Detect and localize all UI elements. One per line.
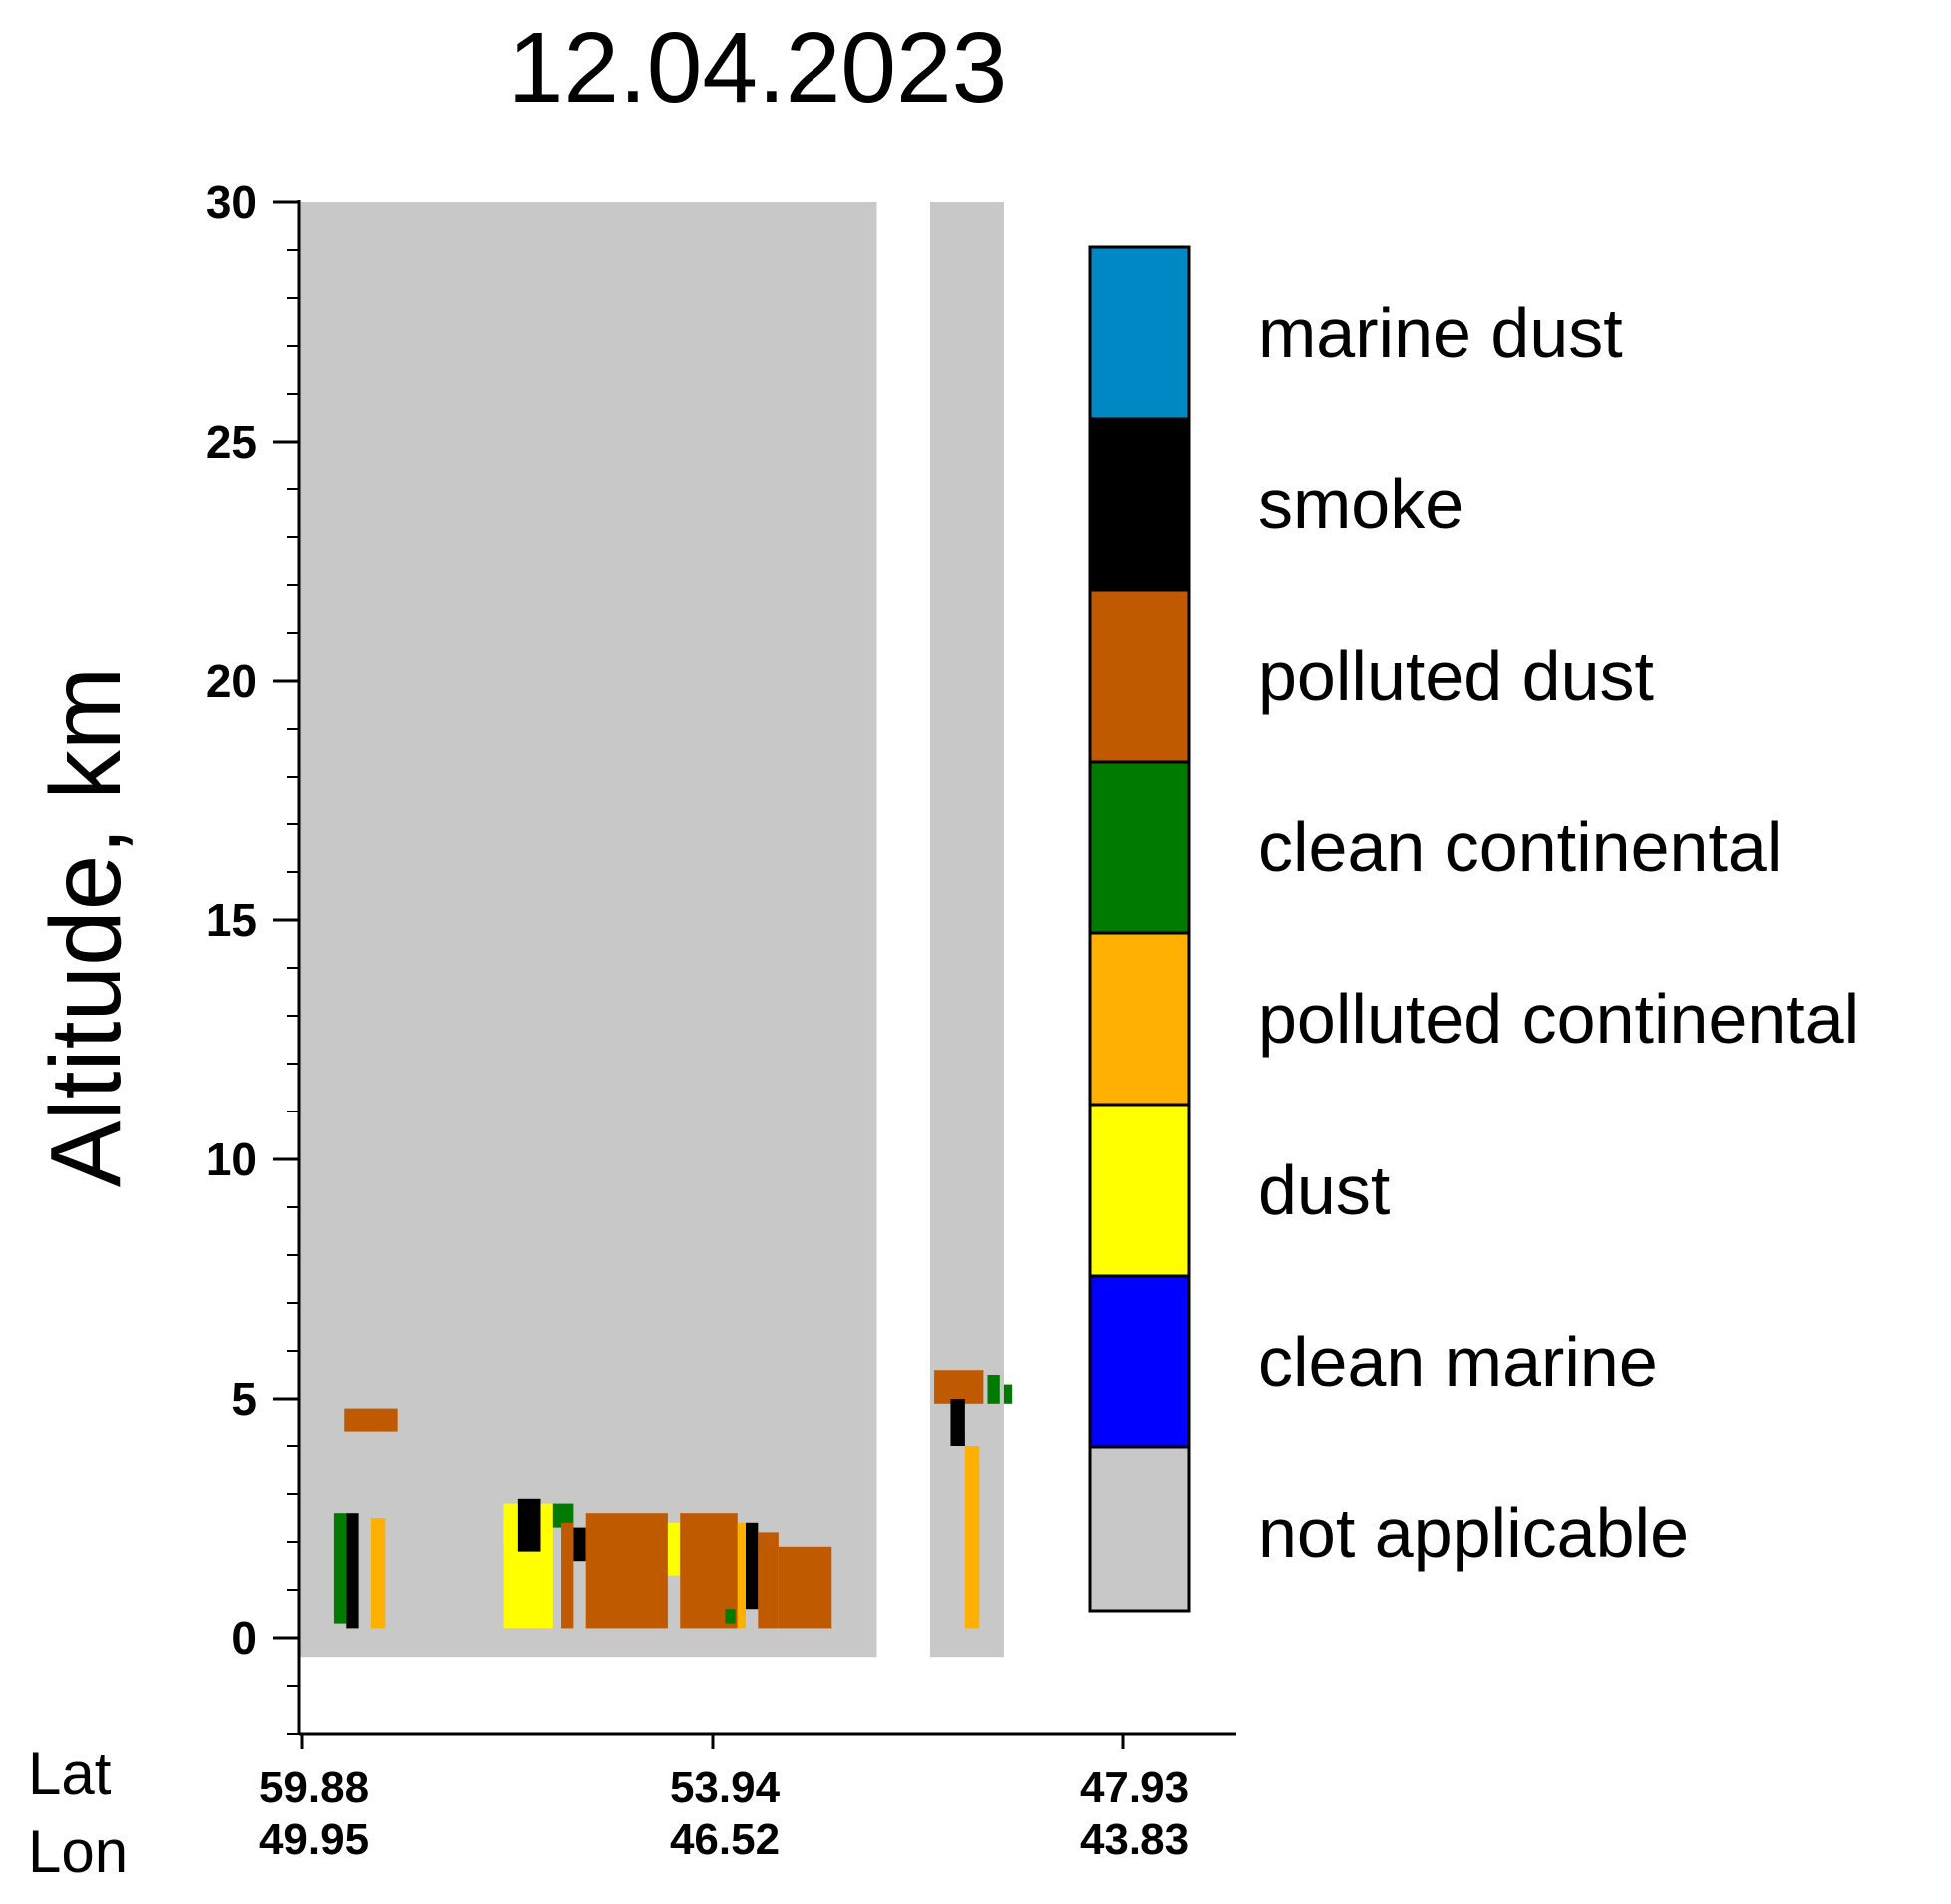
chart-title: 12.04.2023 bbox=[508, 12, 1008, 124]
x-tick-label-lon: 43.83 bbox=[1080, 1815, 1189, 1864]
plot-background bbox=[299, 202, 1004, 1658]
legend-label: clean marine bbox=[1258, 1323, 1658, 1401]
layer-clean-continental bbox=[333, 1513, 347, 1624]
layer-polluted-dust bbox=[758, 1532, 779, 1629]
legend-swatch bbox=[1088, 1274, 1191, 1449]
layer-smoke bbox=[950, 1399, 965, 1446]
legend-swatch bbox=[1088, 1445, 1191, 1613]
legend-swatch bbox=[1088, 588, 1191, 764]
y-tick-label: 20 bbox=[206, 655, 257, 707]
y-tick-label: 0 bbox=[231, 1612, 257, 1664]
layer-polluted-dust bbox=[934, 1370, 984, 1404]
legend-label: dust bbox=[1258, 1151, 1390, 1229]
legend-label: polluted continental bbox=[1258, 980, 1859, 1058]
y-tick-label: 5 bbox=[231, 1373, 257, 1425]
legend: marine dust smoke polluted dust clean conti… bbox=[1088, 245, 1859, 1613]
y-tick-label: 10 bbox=[206, 1133, 257, 1185]
legend-swatch bbox=[1088, 417, 1191, 592]
layer-polluted-continental bbox=[737, 1522, 746, 1629]
layer-smoke bbox=[517, 1498, 541, 1552]
layer-clean-continental bbox=[725, 1609, 736, 1624]
x-tick-label-lat: 53.94 bbox=[670, 1763, 781, 1812]
legend-swatch bbox=[1088, 760, 1191, 935]
y-tick-label: 30 bbox=[206, 176, 257, 228]
layer-dust bbox=[667, 1522, 681, 1576]
y-tick-label: 15 bbox=[206, 894, 257, 946]
legend-label: clean continental bbox=[1258, 808, 1782, 886]
layer-clean-continental bbox=[987, 1375, 1000, 1404]
layer-polluted-dust bbox=[585, 1513, 668, 1629]
legend-label: polluted dust bbox=[1258, 637, 1654, 715]
legend-label: marine dust bbox=[1258, 294, 1623, 372]
layer-polluted-dust bbox=[561, 1522, 574, 1629]
layer-smoke bbox=[573, 1527, 586, 1562]
x-tick-label-lat: 59.88 bbox=[259, 1763, 369, 1812]
layer-smoke bbox=[346, 1513, 359, 1629]
legend-swatch bbox=[1088, 931, 1191, 1107]
y-ticks: 0 5 10 15 20 25 30 bbox=[206, 176, 299, 1735]
x-tick-label-lon: 49.95 bbox=[259, 1815, 369, 1864]
x-row-label-lon: Lon bbox=[28, 1818, 128, 1885]
x-tick-label-lat: 47.93 bbox=[1080, 1763, 1189, 1812]
legend-label: smoke bbox=[1258, 466, 1463, 543]
no-data-region bbox=[299, 202, 877, 1658]
x-tick-label-lon: 46.52 bbox=[670, 1815, 780, 1864]
aerosol-layers bbox=[333, 1370, 1013, 1629]
layer-smoke bbox=[745, 1522, 759, 1610]
layer-clean-continental bbox=[552, 1503, 574, 1528]
legend-swatch bbox=[1088, 1103, 1191, 1278]
y-axis-label: Altitude, km bbox=[30, 667, 142, 1187]
layer-polluted-continental bbox=[370, 1518, 386, 1629]
legend-swatch bbox=[1088, 245, 1191, 421]
layer-clean-continental bbox=[1003, 1384, 1013, 1404]
layer-polluted-dust bbox=[344, 1408, 398, 1432]
no-data-region bbox=[929, 202, 1004, 1658]
legend-label: not applicable bbox=[1258, 1494, 1689, 1572]
y-tick-label: 25 bbox=[206, 416, 257, 468]
layer-polluted-continental bbox=[964, 1446, 980, 1629]
layer-polluted-dust bbox=[778, 1546, 832, 1629]
x-row-label-lat: Lat bbox=[28, 1741, 112, 1807]
